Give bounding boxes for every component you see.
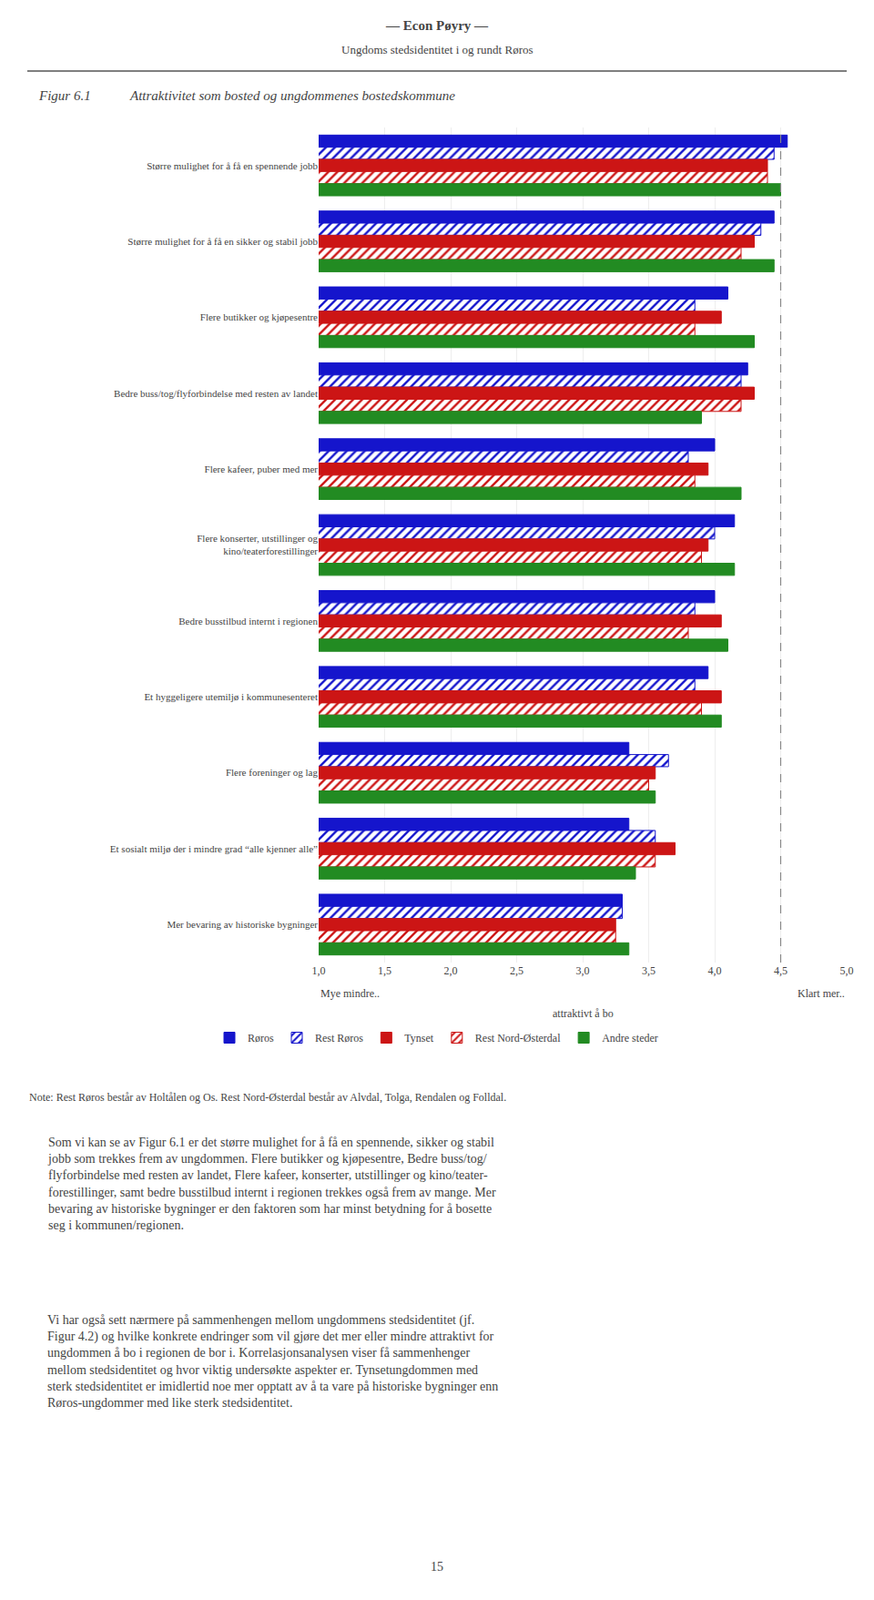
svg-text:2,5: 2,5 xyxy=(509,964,524,977)
svg-text:4,5: 4,5 xyxy=(773,964,788,977)
svg-text:1,0: 1,0 xyxy=(312,964,326,977)
svg-text:Vi har også sett nærmere på sa: Vi har også sett nærmere på sammenhengen… xyxy=(47,1312,498,1410)
svg-text:2,0: 2,0 xyxy=(444,964,458,977)
svg-text:Note: Rest Røros består av Hol: Note: Rest Røros består av Holtålen og O… xyxy=(29,1090,507,1104)
svg-text:Mer bevaring av historiske byg: Mer bevaring av historiske bygninger xyxy=(166,918,318,930)
svg-text:3,5: 3,5 xyxy=(641,964,656,977)
svg-text:Et sosialt miljø der i mindre: Et sosialt miljø der i mindre grad “alle… xyxy=(110,843,318,854)
svg-text:15: 15 xyxy=(430,1559,444,1574)
svg-text:— Econ Pøyry —: — Econ Pøyry — xyxy=(385,18,489,33)
svg-text:attraktivt å bo: attraktivt å bo xyxy=(552,1006,614,1020)
svg-text:Flere konserter, utstillinger: Flere konserter, utstillinger ogkino/tea… xyxy=(196,532,318,557)
svg-text:1,5: 1,5 xyxy=(377,964,392,977)
svg-text:Rest Nord-Østerdal: Rest Nord-Østerdal xyxy=(475,1031,561,1045)
svg-text:Andre steder: Andre steder xyxy=(601,1031,659,1045)
svg-text:Flere foreninger og lag: Flere foreninger og lag xyxy=(225,766,319,778)
svg-text:3,0: 3,0 xyxy=(576,964,590,977)
svg-text:Bedre buss/tog/flyforbindelse: Bedre buss/tog/flyforbindelse med resten… xyxy=(113,387,318,399)
svg-text:5,0: 5,0 xyxy=(840,964,854,977)
svg-text:Større mulighet for å få en si: Større mulighet for å få en sikker og st… xyxy=(127,235,318,247)
svg-text:Attraktivitet som bosted og un: Attraktivitet som bosted og ungdommenes … xyxy=(129,88,456,103)
svg-text:Mye mindre..: Mye mindre.. xyxy=(320,986,380,1000)
svg-text:Tynset: Tynset xyxy=(404,1031,434,1045)
svg-text:Et hyggeligere utemiljø i komm: Et hyggeligere utemiljø i kommunesentere… xyxy=(143,691,318,702)
svg-text:Klart mer..: Klart mer.. xyxy=(797,986,845,1000)
svg-text:4,0: 4,0 xyxy=(708,964,722,977)
svg-text:Ungdoms stedsidentitet i og ru: Ungdoms stedsidentitet i og rundt Røros xyxy=(341,42,534,57)
svg-text:Bedre busstilbud internt i reg: Bedre busstilbud internt i regionen xyxy=(178,615,318,627)
svg-text:Figur 6.1: Figur 6.1 xyxy=(38,88,92,103)
svg-text:Større mulighet for å få en sp: Større mulighet for å få en spennende jo… xyxy=(146,160,318,172)
svg-text:Rest Røros: Rest Røros xyxy=(315,1031,364,1045)
svg-text:Flere kafeer, puber med mer: Flere kafeer, puber med mer xyxy=(204,463,319,475)
svg-text:Flere butikker og kjøpesentre: Flere butikker og kjøpesentre xyxy=(200,311,318,323)
svg-text:Røros: Røros xyxy=(247,1031,275,1045)
svg-text:Som vi kan se av Figur 6.1 er: Som vi kan se av Figur 6.1 er det større… xyxy=(47,1135,497,1232)
